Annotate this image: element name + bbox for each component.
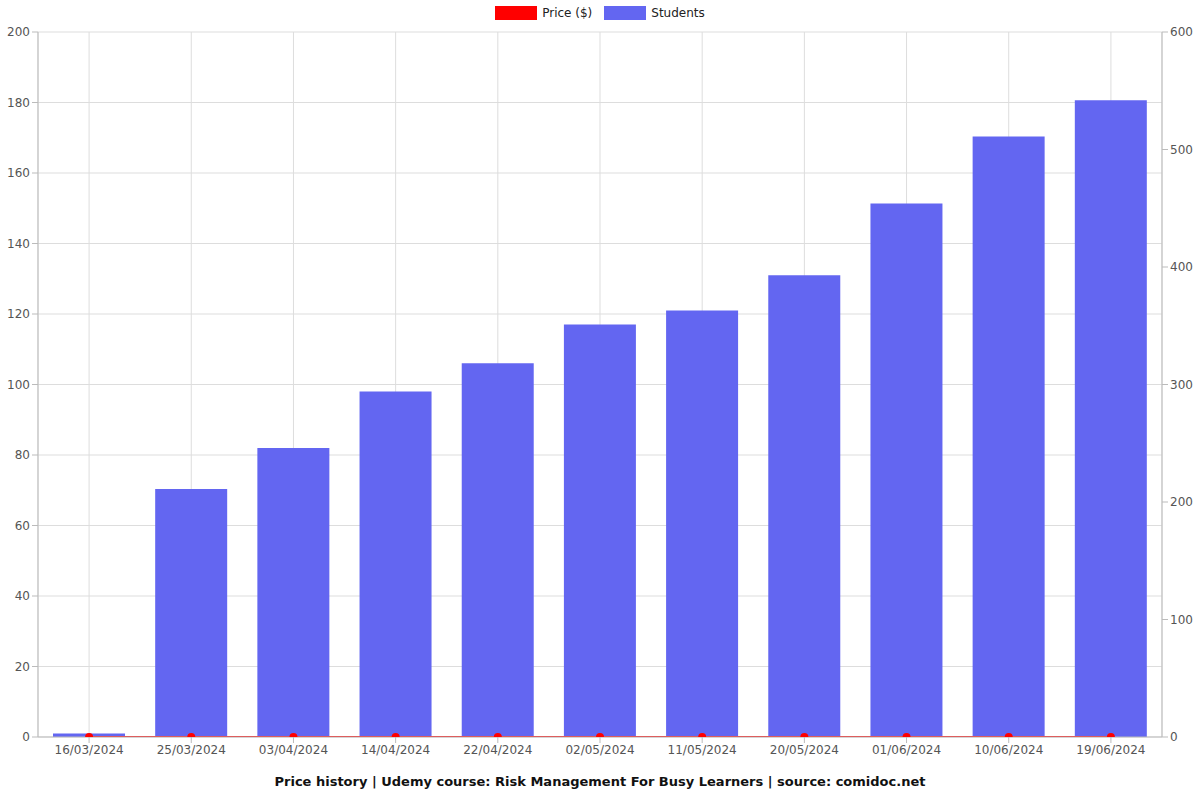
svg-text:200: 200 — [1170, 495, 1192, 509]
svg-text:600: 600 — [1170, 25, 1192, 39]
svg-text:25/03/2024: 25/03/2024 — [157, 743, 226, 757]
svg-text:100: 100 — [1170, 613, 1192, 627]
svg-text:01/06/2024: 01/06/2024 — [872, 743, 941, 757]
html-text:Students: Students — [651, 6, 705, 20]
svg-text:140: 140 — [8, 237, 30, 251]
svg-text:180: 180 — [8, 96, 30, 110]
svg-text:500: 500 — [1170, 143, 1192, 157]
svg-text:60: 60 — [15, 519, 30, 533]
svg-text:20/05/2024: 20/05/2024 — [770, 743, 839, 757]
svg-text:20: 20 — [15, 660, 30, 674]
svg-text:19/06/2024: 19/06/2024 — [1076, 743, 1145, 757]
svg-text:16/03/2024: 16/03/2024 — [55, 743, 124, 757]
svg-text:03/04/2024: 03/04/2024 — [259, 743, 328, 757]
svg-text:0: 0 — [1170, 730, 1178, 744]
svg-text:02/05/2024: 02/05/2024 — [565, 743, 634, 757]
svg-text:0: 0 — [22, 730, 30, 744]
svg-text:300: 300 — [1170, 378, 1192, 392]
svg-text:40: 40 — [15, 589, 30, 603]
svg-text:400: 400 — [1170, 260, 1192, 274]
html-text:Price ($): Price ($) — [542, 6, 593, 20]
svg-text:22/04/2024: 22/04/2024 — [463, 743, 532, 757]
svg-text:10/06/2024: 10/06/2024 — [974, 743, 1043, 757]
html-text:Price history | Udemy course:: Price history | Udemy course: Risk Manag… — [274, 774, 926, 789]
svg-text:11/05/2024: 11/05/2024 — [668, 743, 737, 757]
svg-text:14/04/2024: 14/04/2024 — [361, 743, 430, 757]
svg-text:160: 160 — [8, 166, 30, 180]
svg-text:200: 200 — [8, 25, 30, 39]
svg-text:80: 80 — [15, 448, 30, 462]
svg-text:100: 100 — [8, 378, 30, 392]
svg-text:120: 120 — [8, 307, 30, 321]
